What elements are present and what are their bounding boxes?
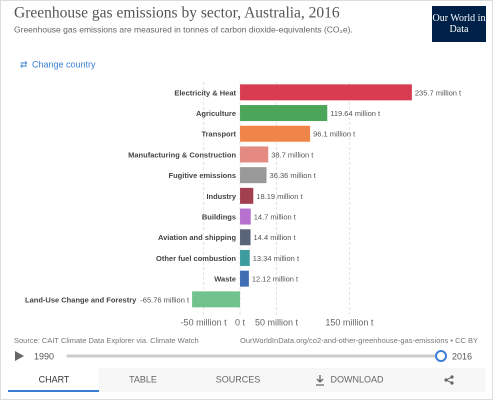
change-country[interactable]: Change country — [32, 59, 96, 69]
category-label: Land-Use Change and Forestry — [25, 295, 137, 304]
value-label: -65.76 million t — [140, 295, 190, 304]
chart-title: Greenhouse gas emissions by sector, Aust… — [14, 5, 340, 22]
bar — [240, 167, 267, 184]
plot: -50 million t 0 t 50 million t 150 million … — [25, 82, 462, 327]
timeline-handle[interactable] — [435, 350, 447, 362]
change-country-icon[interactable]: ⇄ — [20, 59, 28, 69]
value-label: 12.12 million t — [252, 275, 299, 284]
timeline-start: 1990 — [34, 351, 54, 361]
timeline-end: 2016 — [452, 351, 472, 361]
active-tab[interactable] — [8, 368, 99, 392]
logo[interactable]: Our World in Data — [432, 6, 486, 42]
play-button[interactable] — [15, 351, 24, 361]
value-label: 18.19 million t — [256, 192, 303, 201]
value-label: 36.36 million t — [270, 171, 317, 180]
category-label: Manufacturing & Construction — [128, 150, 236, 159]
bar — [240, 187, 254, 204]
tab[interactable]: DOWNLOAD — [330, 374, 384, 384]
share-icon[interactable] — [444, 375, 454, 385]
tabs: CHART TABLE SOURCES DOWNLOAD — [39, 374, 384, 384]
value-label: 235.7 million t — [415, 88, 462, 97]
bar — [240, 125, 311, 142]
bar — [240, 105, 328, 122]
bar — [240, 84, 412, 101]
value-label: 119.64 million t — [330, 109, 381, 118]
x-tick-label: 50 million t — [255, 317, 299, 327]
bar — [240, 208, 251, 225]
source[interactable]: Source: CAIT Climate Data Explorer via. … — [14, 336, 199, 345]
tab[interactable]: TABLE — [129, 374, 157, 384]
x-tick-label: 0 t — [235, 317, 246, 327]
x-tick-label: 150 million t — [325, 317, 374, 327]
value-label: 13.34 million t — [253, 254, 300, 263]
bar — [240, 146, 269, 163]
category-label: Electricity & Heat — [174, 88, 236, 97]
category-label: Industry — [206, 192, 236, 201]
bar — [240, 270, 249, 287]
value-label: 38.7 million t — [271, 150, 314, 159]
bar — [240, 249, 250, 266]
bar — [240, 229, 251, 246]
chart-subtitle: Greenhouse gas emissions are measured in… — [14, 24, 353, 34]
value-label: 14.7 million t — [254, 213, 297, 222]
url[interactable]: OurWorldInData.org/co2-and-other-greenho… — [240, 336, 478, 345]
value-label: 14.4 million t — [254, 233, 297, 242]
tab[interactable]: SOURCES — [216, 374, 261, 384]
category-label: Transport — [201, 130, 236, 139]
bar — [192, 291, 241, 308]
category-label: Agriculture — [196, 109, 236, 118]
value-label: 96.1 million t — [313, 130, 356, 139]
category-label: Other fuel combustion — [156, 254, 236, 263]
tab[interactable]: CHART — [39, 374, 70, 384]
x-tick-label: -50 million t — [181, 317, 228, 327]
category-label: Fugitive emissions — [169, 171, 237, 180]
category-label: Buildings — [202, 213, 236, 222]
category-label: Aviation and shipping — [158, 233, 236, 242]
logo-text[interactable]: Our World in Data — [432, 6, 486, 42]
download-icon[interactable] — [316, 375, 324, 386]
category-label: Waste — [214, 275, 236, 284]
